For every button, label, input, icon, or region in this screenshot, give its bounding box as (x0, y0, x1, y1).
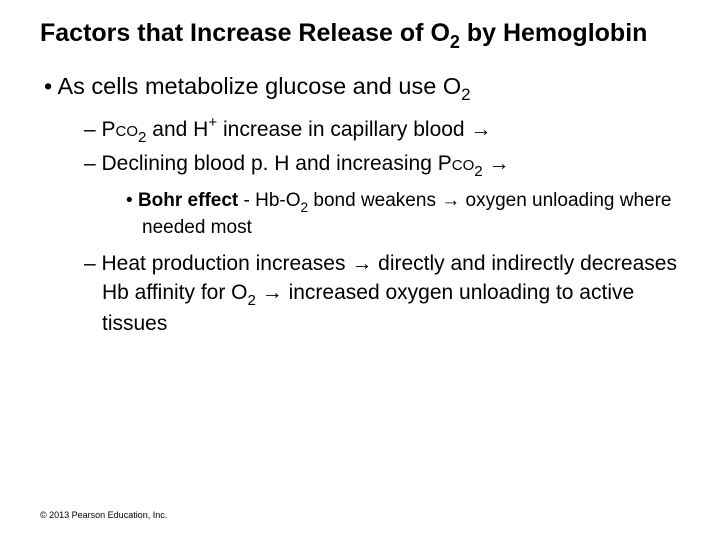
bullet-level2: Pco2 and H+ increase in capillary blood … (40, 114, 680, 148)
bullet-level3: Bohr effect - Hb-O2 bond weakens → oxyge… (40, 189, 680, 240)
copyright-text: © 2013 Pearson Education, Inc. (40, 510, 167, 520)
slide-title: Factors that Increase Release of O2 by H… (40, 18, 680, 53)
slide-container: Factors that Increase Release of O2 by H… (0, 0, 720, 339)
bullet-level1: As cells metabolize glucose and use O2 (40, 71, 680, 107)
bullet-level2: Heat production increases → directly and… (40, 250, 680, 338)
bullet-level2: Declining blood p. H and increasing Pco2… (40, 150, 680, 182)
